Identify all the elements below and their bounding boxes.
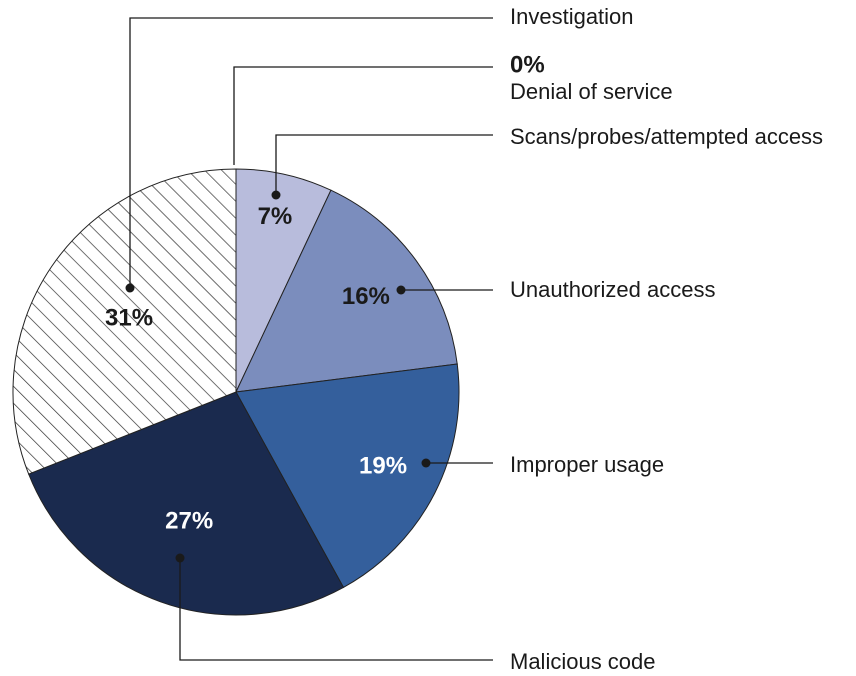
leader-line [129,17,493,288]
legend-label: Scans/probes/attempted access [510,124,823,149]
leader-dot [175,553,185,563]
pie-slice [235,363,460,589]
data-label: 16% [342,283,390,310]
pie-slice [12,168,237,475]
leader-line [179,558,493,661]
legend-label: Investigation [510,4,634,29]
legend-label: Unauthorized access [510,277,715,302]
pie-slice [28,391,345,616]
data-label: 27% [165,507,213,534]
data-label: 31% [105,305,153,332]
leader-dot [271,190,281,200]
data-label: 7% [258,203,293,230]
data-label: 19% [359,452,407,479]
leader-dot [421,458,431,468]
pie-slice [235,189,458,393]
leader-line [233,66,493,165]
legend-label: Malicious code [510,649,656,674]
legend-label: Improper usage [510,452,664,477]
leader-dot [396,285,406,295]
data-label: 0% [510,51,545,78]
leader-line [275,134,493,195]
legend-label: Denial of service [510,79,673,104]
leader-dot [125,283,135,293]
